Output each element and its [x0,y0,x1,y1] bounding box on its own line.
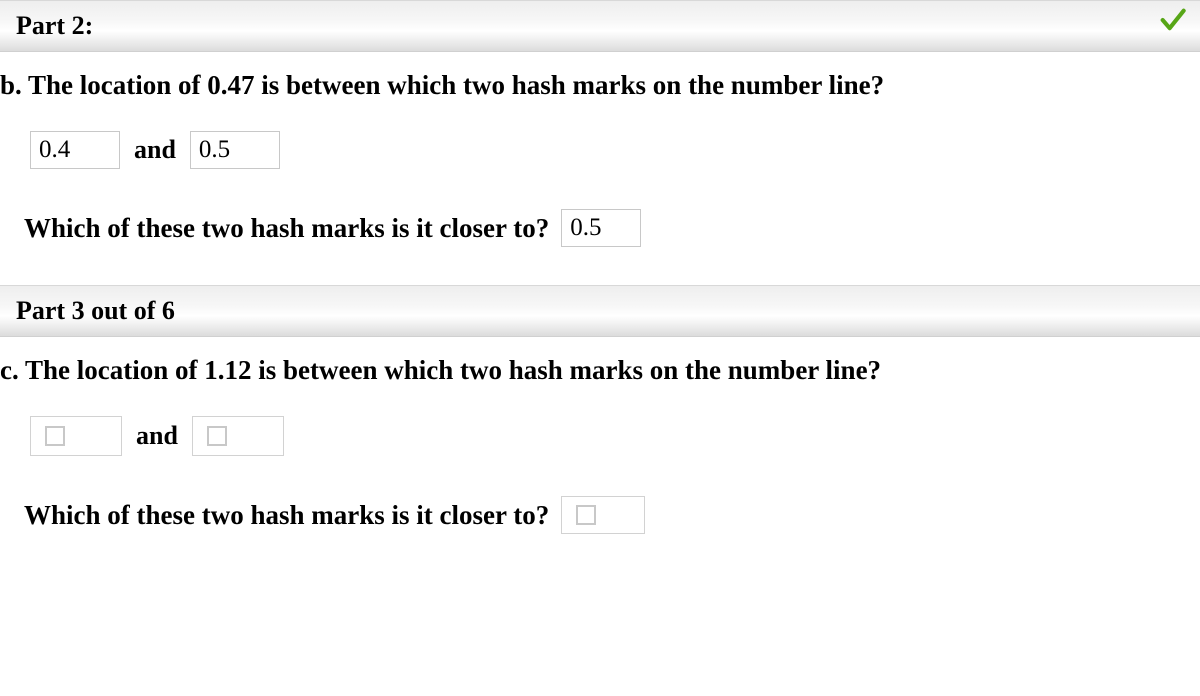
question-b-block: b. The location of 0.47 is between which… [0,52,1200,285]
placeholder-box-icon [45,426,65,446]
question-b-between-row: and [0,131,1200,169]
question-c-closer-row: Which of these two hash marks is it clos… [0,496,1200,534]
placeholder-box-icon [207,426,227,446]
answer-b-second-input[interactable] [190,131,280,169]
closer-question-b: Which of these two hash marks is it clos… [24,213,549,244]
and-label-c: and [136,421,178,451]
part-3-title: Part 3 out of 6 [16,296,175,325]
question-b-text: b. The location of 0.47 is between which… [0,70,1200,101]
part-2-header: Part 2: [0,0,1200,52]
part-3-header: Part 3 out of 6 [0,285,1200,337]
placeholder-box-icon [576,505,596,525]
answer-c-first-input[interactable] [30,416,122,456]
question-c-text: c. The location of 1.12 is between which… [0,355,1200,386]
answer-b-first-input[interactable] [30,131,120,169]
question-b-closer-row: Which of these two hash marks is it clos… [0,209,1200,247]
answer-c-second-input[interactable] [192,416,284,456]
closer-question-c: Which of these two hash marks is it clos… [24,500,549,531]
and-label: and [134,135,176,165]
answer-c-closer-input[interactable] [561,496,645,534]
question-c-block: c. The location of 1.12 is between which… [0,337,1200,572]
part-2-title: Part 2: [16,11,93,40]
correct-check-icon [1158,6,1186,34]
question-c-between-row: and [0,416,1200,456]
answer-b-closer-input[interactable] [561,209,641,247]
